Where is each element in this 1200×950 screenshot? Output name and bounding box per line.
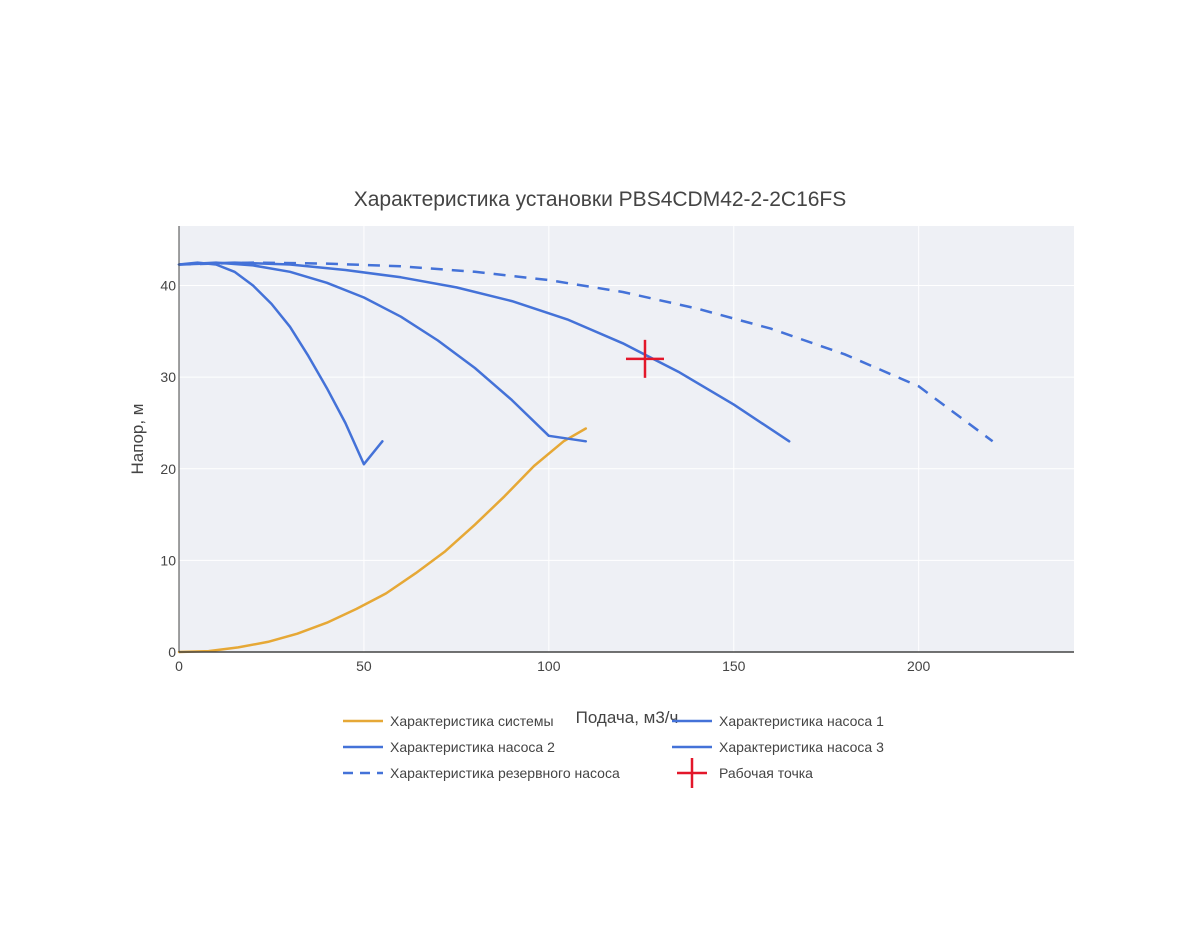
legend-item[interactable]: Рабочая точка <box>677 758 813 788</box>
chart-title: Характеристика установки PBS4CDM42-2-2C1… <box>354 188 847 211</box>
x-tick-label: 150 <box>722 658 746 674</box>
y-tick-label: 40 <box>160 278 176 294</box>
tick-labels: 0 50 100 150 200 0 10 20 30 40 <box>160 278 930 674</box>
series-line-4 <box>177 261 791 443</box>
x-tick-label: 200 <box>907 658 931 674</box>
legend-label: Характеристика системы <box>390 713 554 729</box>
y-tick-label: 20 <box>160 461 176 477</box>
x-tick-label: 0 <box>175 658 183 674</box>
y-tick-label: 10 <box>160 552 176 568</box>
legend-label: Характеристика насоса 2 <box>390 739 555 755</box>
series-layer <box>177 261 994 654</box>
axes <box>178 226 1074 653</box>
legend-label: Характеристика насоса 3 <box>719 739 884 755</box>
legend-item[interactable]: Характеристика насоса 3 <box>672 739 884 755</box>
legend-label: Характеристика насоса 1 <box>719 713 884 729</box>
series-line-1 <box>177 427 588 654</box>
plot-background <box>179 226 1074 652</box>
series-line-5 <box>178 261 994 443</box>
legend-item[interactable]: Характеристика насоса 2 <box>343 739 555 755</box>
y-tick-label: 30 <box>160 369 176 385</box>
grid <box>179 226 1074 652</box>
plot-area <box>179 226 1074 652</box>
y-tick-label: 0 <box>168 644 176 660</box>
y-axis-label: Напор, м <box>128 404 147 475</box>
legend-label: Рабочая точка <box>719 765 813 781</box>
legend-label: Характеристика резервного насоса <box>390 765 620 781</box>
x-axis-label: Подача, м3/ч <box>576 708 679 727</box>
series-line-3 <box>177 261 588 443</box>
operating-point-marker <box>625 339 664 378</box>
legend-item[interactable]: Характеристика резервного насоса <box>343 765 620 781</box>
legend[interactable]: Характеристика системы Характеристика нас… <box>343 713 884 788</box>
legend-item[interactable]: Характеристика системы <box>343 713 554 729</box>
x-tick-label: 100 <box>537 658 561 674</box>
x-tick-label: 50 <box>356 658 372 674</box>
legend-item[interactable]: Характеристика насоса 1 <box>672 713 884 729</box>
